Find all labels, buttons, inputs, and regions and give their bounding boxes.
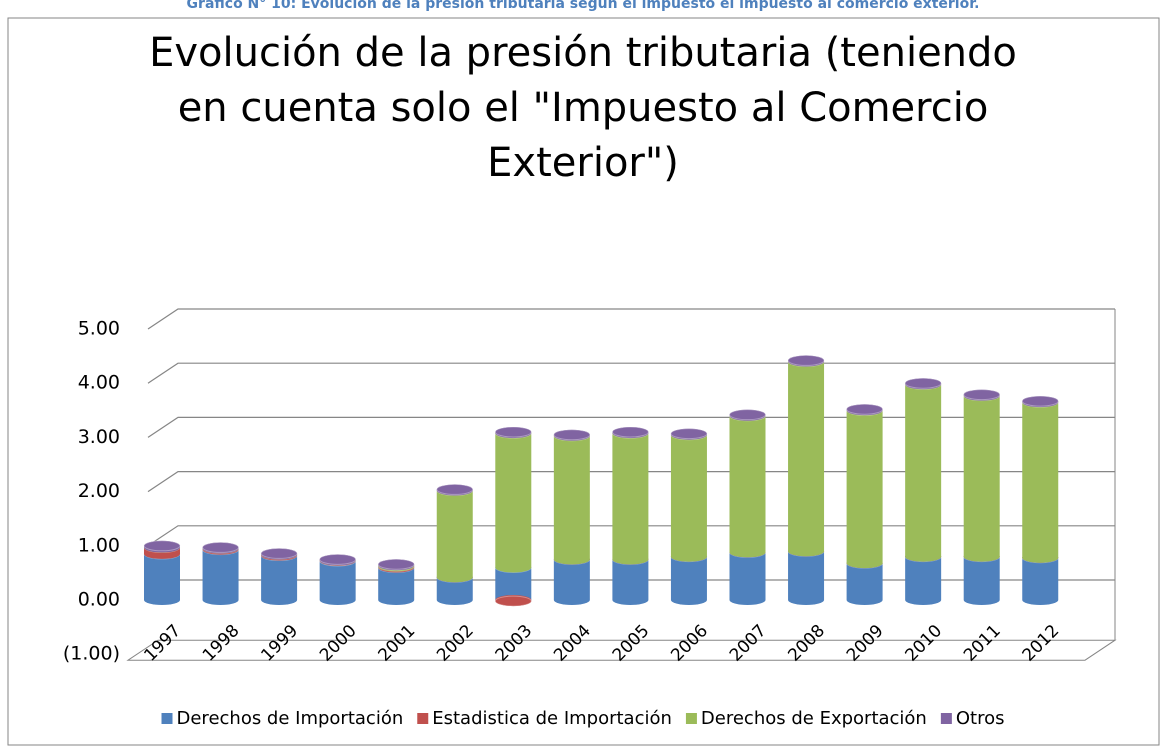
bar-cap (611, 426, 649, 438)
legend-label: Derechos de Importación (177, 708, 404, 729)
bar-segment (1022, 552, 1059, 605)
x-tick-label: 2011 (960, 621, 1005, 666)
y-tick-label: 3.00 (78, 426, 120, 448)
bar-cap (494, 426, 532, 438)
y-tick-label: 0.00 (78, 589, 120, 611)
bar-segment (846, 405, 883, 569)
bar-segment (846, 558, 883, 605)
bar-cap (260, 547, 298, 559)
legend-swatch (417, 713, 429, 724)
x-tick-label: 2007 (726, 621, 771, 666)
bar-segment (261, 550, 298, 605)
legend-label: Derechos de Exportación (701, 708, 927, 729)
x-tick-label: 2003 (492, 621, 537, 666)
bar-cap (436, 483, 474, 495)
y-tick-label: 1.00 (78, 534, 120, 556)
bar-segment (495, 428, 532, 573)
bar-segment (436, 485, 473, 583)
x-tick-label: 2008 (784, 621, 829, 666)
bar-cap (377, 558, 415, 570)
x-tick-label: 2000 (316, 621, 361, 666)
y-tick-label: 2.00 (78, 480, 120, 502)
legend-swatch (161, 713, 173, 724)
bar-segment (905, 551, 942, 605)
bar-cap (846, 403, 884, 415)
bar-segment (378, 562, 415, 605)
bar-cap (904, 377, 942, 389)
bar-cap (202, 541, 240, 553)
bar-segment (963, 551, 1000, 605)
chart-title: Evolución de la presión tributaria (teni… (149, 30, 1017, 186)
bar-cap (319, 553, 357, 565)
bar-segment (612, 428, 649, 565)
grid-line (147, 362, 1115, 384)
bar-cap (670, 428, 708, 440)
x-tick-label: 2012 (1019, 621, 1064, 666)
bar-segment (905, 379, 942, 562)
bar-cap (787, 354, 825, 366)
bar-segment (670, 551, 707, 605)
y-tick-label: 5.00 (78, 318, 120, 340)
legend-swatch (940, 713, 952, 724)
x-tick-label: 2006 (667, 621, 712, 666)
legend-label: Estadistica de Importación (432, 708, 672, 729)
y-tick-label: (1.00) (63, 643, 120, 665)
chart-border (7, 17, 1160, 746)
bar-segment (729, 410, 766, 558)
bar-cap (963, 389, 1001, 401)
bar-cap (553, 429, 591, 441)
x-tick-label: 1999 (257, 621, 302, 666)
x-tick-label: 2010 (901, 621, 946, 666)
x-tick-label: 2009 (843, 621, 888, 666)
legend-label: Otros (956, 708, 1005, 729)
x-tick-label: 2001 (375, 621, 420, 666)
bar-segment (788, 356, 825, 557)
x-tick-label: 2004 (550, 621, 595, 666)
x-tick-label: 1998 (199, 621, 244, 666)
bar-cap (1021, 395, 1059, 407)
caption: Gráfico N° 10: Evolución de la presión t… (186, 0, 980, 12)
bar-cap (494, 595, 532, 607)
grid-line (147, 308, 1115, 330)
bar-segment (202, 544, 239, 605)
bar-cap (143, 540, 181, 552)
bar-segment (729, 547, 766, 605)
x-tick-label: 2002 (433, 621, 478, 666)
bar-segment (612, 554, 649, 605)
bar-segment (670, 429, 707, 562)
bar-segment (319, 555, 356, 605)
x-tick-label: 1997 (140, 621, 185, 666)
bar-segment (553, 430, 590, 565)
y-tick-label: 4.00 (78, 372, 120, 394)
bar-cap (729, 409, 766, 421)
bar-segment (1022, 397, 1059, 563)
bar-segment (144, 548, 180, 605)
legend-swatch (685, 713, 697, 724)
bar-segment (963, 390, 1000, 562)
x-tick-label: 2005 (609, 621, 654, 666)
bar-segment (788, 546, 825, 605)
bar-segment (553, 554, 590, 605)
bar-segment (495, 562, 532, 605)
